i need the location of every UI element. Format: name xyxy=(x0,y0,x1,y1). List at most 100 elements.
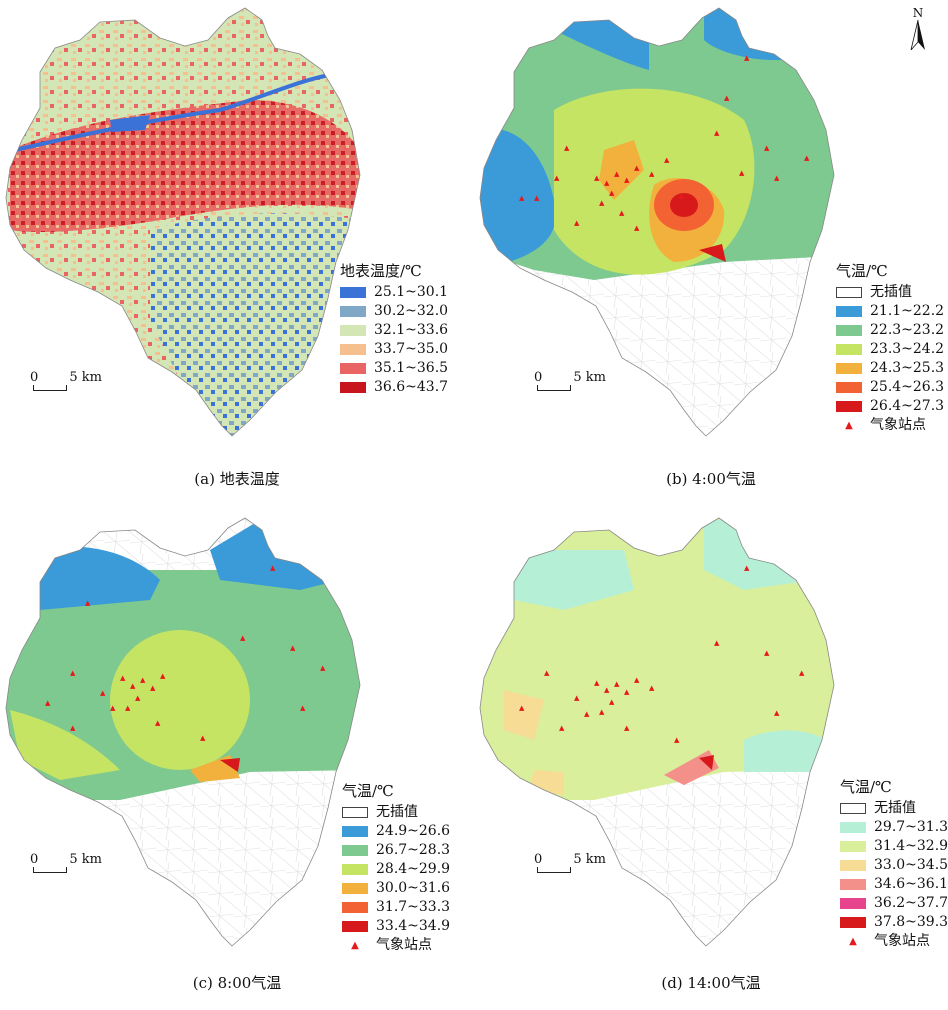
svg-text:▲: ▲ xyxy=(564,144,570,152)
caption: (b) 4:00气温 xyxy=(666,470,756,488)
scale-bar: 0 5 km xyxy=(534,370,606,391)
legend-label: 35.1~36.5 xyxy=(374,360,449,376)
north-arrow-icon xyxy=(910,19,925,51)
swatch xyxy=(836,344,862,355)
legend-title: 气温/℃ xyxy=(836,262,888,280)
caption: (d) 14:00气温 xyxy=(661,974,761,992)
swatch-no-data xyxy=(342,807,368,818)
svg-text:▲: ▲ xyxy=(804,154,810,162)
legend-row: 21.1~22.2 xyxy=(836,302,944,321)
svg-text:▲: ▲ xyxy=(70,724,76,732)
swatch-no-data xyxy=(840,803,866,814)
scale-zero: 0 xyxy=(534,370,543,385)
legend-row: 34.6~36.1 xyxy=(840,875,948,894)
swatch xyxy=(340,344,366,355)
legend-label: 28.4~29.9 xyxy=(376,861,451,877)
svg-text:▲: ▲ xyxy=(320,664,326,672)
legend-row: ▲ 气象站点 xyxy=(342,936,450,955)
scale-distance: 5 km xyxy=(573,370,606,385)
svg-text:▲: ▲ xyxy=(624,176,630,184)
swatch xyxy=(836,363,862,374)
svg-text:▲: ▲ xyxy=(674,736,680,744)
swatch xyxy=(836,325,862,336)
panel-c: ▲ ▲ ▲ ▲ ▲ ▲ ▲ ▲ ▲ ▲ ▲ ▲ ▲ ▲ ▲ ▲ ▲ ▲ ▲ ▲ 气温/℃ 无插值 24.9~2… xyxy=(0,510,474,1010)
svg-text:▲: ▲ xyxy=(559,724,565,732)
scale-bar: 0 5 km xyxy=(30,370,102,391)
svg-text:▲: ▲ xyxy=(649,170,655,178)
legend-label: 21.1~22.2 xyxy=(870,303,945,319)
scale-zero: 0 xyxy=(534,852,543,867)
legend-label: 气象站点 xyxy=(874,933,930,949)
svg-text:▲: ▲ xyxy=(130,682,136,690)
legend-label: 36.2~37.7 xyxy=(874,895,948,911)
legend-label: 24.3~25.3 xyxy=(870,360,945,376)
scale-bar: 0 5 km xyxy=(30,852,102,873)
svg-text:▲: ▲ xyxy=(624,724,630,732)
swatch xyxy=(340,287,366,298)
svg-text:▲: ▲ xyxy=(604,179,610,187)
scale-zero: 0 xyxy=(30,370,39,385)
svg-text:▲: ▲ xyxy=(614,680,620,688)
station-markers: ▲ ▲ ▲ ▲ ▲ ▲ ▲ ▲ ▲ ▲ ▲ ▲ ▲ ▲ ▲ ▲ ▲ ▲ ▲ ▲ xyxy=(519,564,805,744)
legend-air-0400: 气温/℃ 无插值 21.1~22.2 22.3~23.2 23.3~24.2 2… xyxy=(836,262,944,435)
legend-row: 无插值 xyxy=(836,283,944,302)
legend-label: 37.8~39.3 xyxy=(874,914,948,930)
svg-text:▲: ▲ xyxy=(120,674,126,682)
svg-text:▲: ▲ xyxy=(624,688,630,696)
svg-text:▲: ▲ xyxy=(679,192,685,200)
legend-row: 33.4~34.9 xyxy=(342,917,450,936)
legend-label: 25.1~30.1 xyxy=(374,284,449,300)
svg-text:▲: ▲ xyxy=(594,679,600,687)
legend-label: 无插值 xyxy=(376,804,418,820)
svg-text:▲: ▲ xyxy=(649,684,655,692)
swatch xyxy=(342,864,368,875)
legend-row: 23.3~24.2 xyxy=(836,340,944,359)
swatch xyxy=(840,822,866,833)
swatch xyxy=(340,306,366,317)
air-temp-map-1400: ▲ ▲ ▲ ▲ ▲ ▲ ▲ ▲ ▲ ▲ ▲ ▲ ▲ ▲ ▲ ▲ ▲ ▲ ▲ ▲ xyxy=(479,517,835,947)
legend-label: 30.2~32.0 xyxy=(374,303,449,319)
legend-label: 气象站点 xyxy=(376,937,432,953)
swatch xyxy=(340,363,366,374)
legend-row: 22.3~23.2 xyxy=(836,321,944,340)
legend-title: 气温/℃ xyxy=(342,782,394,800)
legend-label: 23.3~24.2 xyxy=(870,341,945,357)
legend-title: 气温/℃ xyxy=(840,778,892,796)
svg-text:▲: ▲ xyxy=(290,644,296,652)
legend-row: 无插值 xyxy=(840,799,948,818)
north-arrow: N xyxy=(910,6,926,53)
swatch xyxy=(840,879,866,890)
legend-label: 无插值 xyxy=(874,800,916,816)
legend-row: 31.4~32.9 xyxy=(840,837,948,856)
swatch xyxy=(836,306,862,317)
legend-row: 31.7~33.3 xyxy=(342,898,450,917)
legend-row: 26.4~27.3 xyxy=(836,397,944,416)
svg-text:▲: ▲ xyxy=(574,694,580,702)
svg-text:▲: ▲ xyxy=(70,669,76,677)
svg-text:▲: ▲ xyxy=(140,676,146,684)
swatch-no-data xyxy=(836,287,862,298)
svg-text:▲: ▲ xyxy=(519,704,525,712)
legend-label: 26.7~28.3 xyxy=(376,842,451,858)
station-markers: ▲ ▲ ▲ ▲ ▲ ▲ ▲ ▲ ▲ ▲ ▲ ▲ ▲ ▲ ▲ ▲ ▲ ▲ ▲ ▲ ▲ ▲ ▲ ▲ xyxy=(519,54,810,232)
svg-text:▲: ▲ xyxy=(764,649,770,657)
station-icon: ▲ xyxy=(845,420,853,431)
legend-label: 33.7~35.0 xyxy=(374,341,449,357)
svg-text:▲: ▲ xyxy=(599,199,605,207)
swatch xyxy=(340,382,366,393)
svg-text:▲: ▲ xyxy=(574,219,580,227)
svg-text:▲: ▲ xyxy=(799,669,805,677)
legend-label: 33.0~34.5 xyxy=(874,857,948,873)
legend-label: 36.6~43.7 xyxy=(374,379,449,395)
svg-text:▲: ▲ xyxy=(614,170,620,178)
legend-lst: 地表温度/℃ 25.1~30.1 30.2~32.0 32.1~33.6 33.… xyxy=(340,262,448,397)
svg-text:▲: ▲ xyxy=(135,694,141,702)
legend-row: 30.2~32.0 xyxy=(340,302,448,321)
swatch xyxy=(840,860,866,871)
legend-air-0800: 气温/℃ 无插值 24.9~26.6 26.7~28.3 28.4~29.9 3… xyxy=(342,782,450,955)
swatch xyxy=(342,921,368,932)
legend-row: ▲ 气象站点 xyxy=(840,932,948,951)
svg-text:▲: ▲ xyxy=(619,209,625,217)
svg-text:▲: ▲ xyxy=(155,719,161,727)
svg-text:▲: ▲ xyxy=(240,634,246,642)
